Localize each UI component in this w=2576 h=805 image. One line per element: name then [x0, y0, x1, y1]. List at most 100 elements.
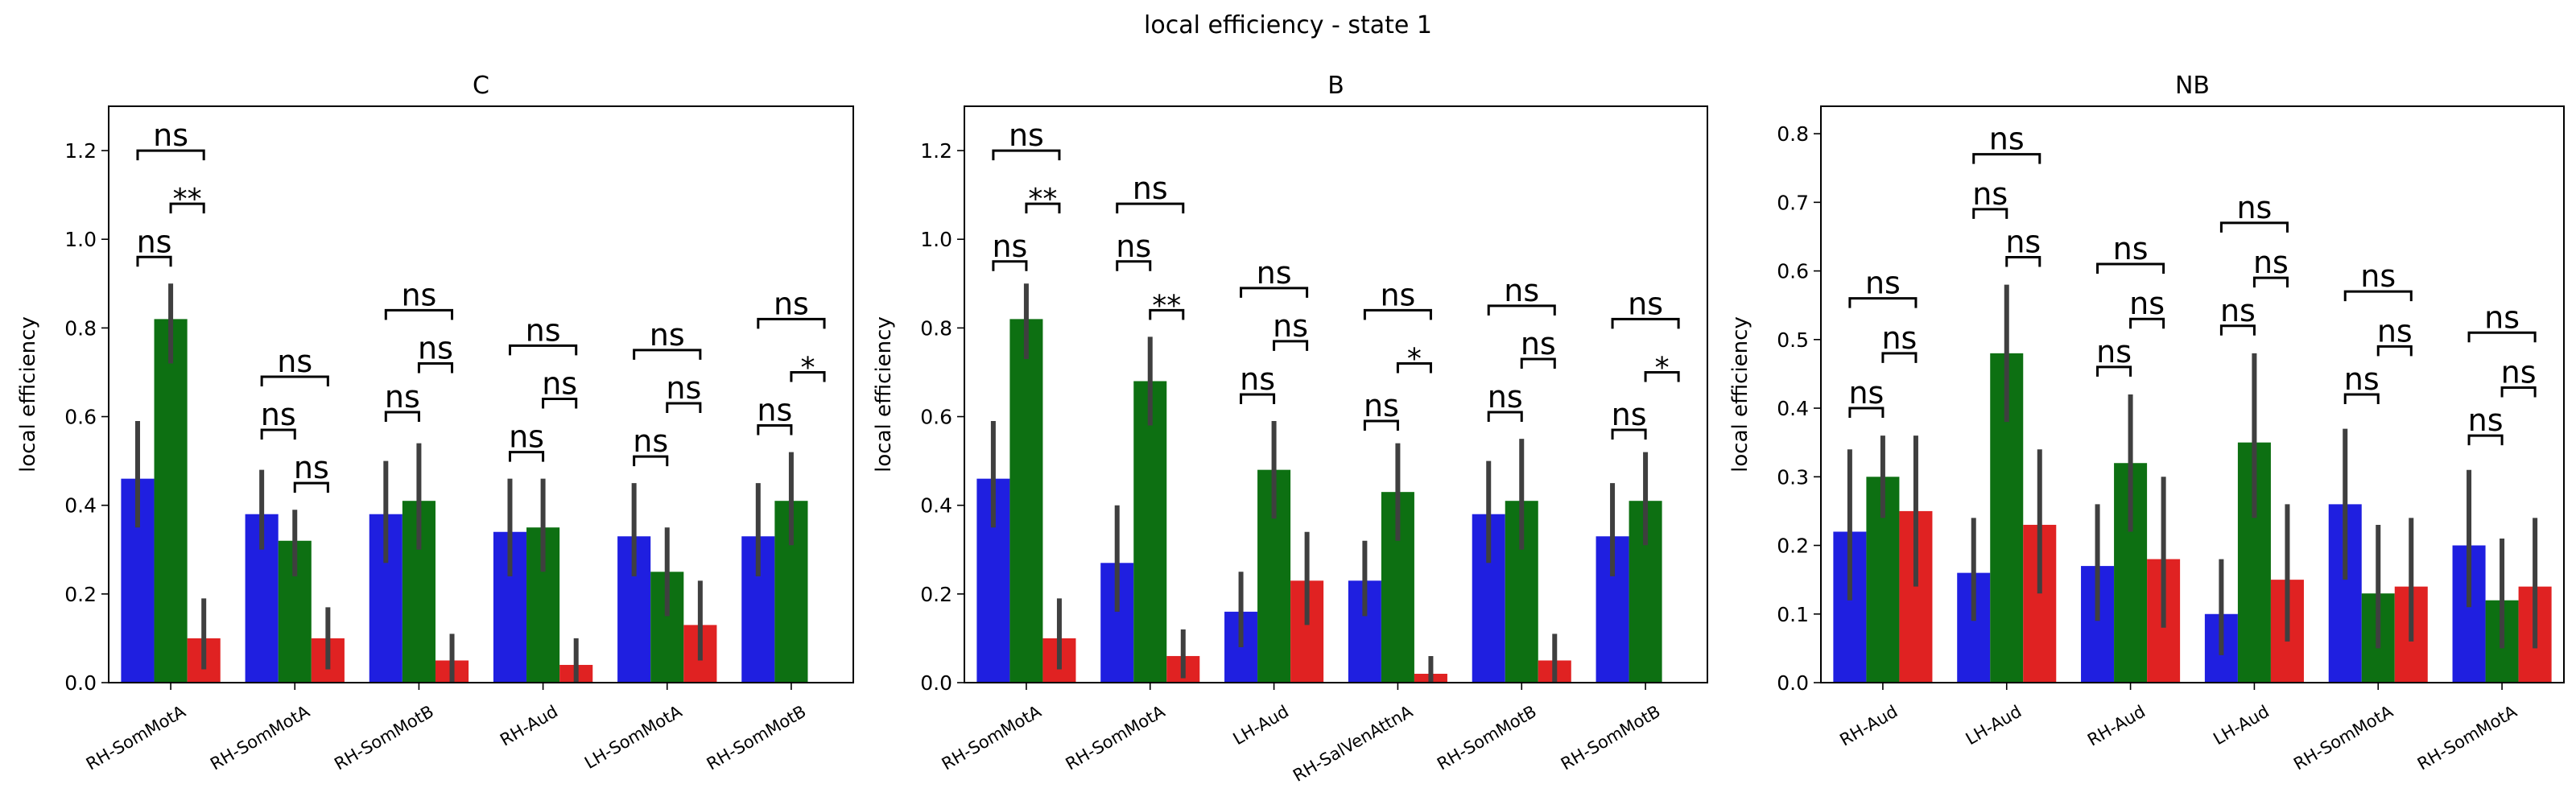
x-tick-label: RH-Aud: [2084, 702, 2149, 750]
y-tick-label: 0.8: [1777, 122, 1809, 146]
significance-bracket: [757, 424, 793, 436]
significance-bracket: [260, 428, 296, 440]
significance-label: ns: [1865, 266, 1901, 301]
significance-bracket: [1116, 260, 1152, 271]
significance-label: *: [800, 351, 815, 384]
bar: [154, 319, 188, 683]
significance-label: **: [173, 183, 202, 216]
significance-label: ns: [401, 277, 436, 312]
significance-label: ns: [1881, 320, 1917, 356]
significance-bracket: [790, 370, 826, 382]
significance-label: ns: [2344, 361, 2380, 397]
significance-label: ns: [418, 330, 453, 365]
significance-label: ns: [650, 317, 685, 353]
significance-bracket: [508, 451, 545, 462]
bar: [1133, 381, 1167, 683]
x-tick-label: RH-SomMotA: [2414, 701, 2520, 774]
significance-bracket: [1149, 308, 1185, 320]
y-axis-label: local efficiency: [1728, 316, 1752, 473]
significance-label: ns: [1133, 171, 1168, 206]
y-tick-label: 0.6: [1777, 260, 1809, 283]
y-tick-label: 0.0: [920, 671, 952, 695]
chart-panel-3: NB local efficiency 0.0 0.1 0.2 0.3 0.4 0.5 0.6 0…: [1728, 72, 2565, 774]
significance-bracket: [1363, 419, 1399, 431]
significance-label: ns: [1364, 388, 1399, 423]
significance-bracket: [417, 361, 454, 374]
y-tick-label: 0.2: [920, 583, 952, 606]
significance-bracket: [1972, 153, 2041, 164]
y-axis-label: local efficiency: [16, 316, 40, 473]
plot-frame: [1820, 105, 2565, 683]
y-axis-label: local efficiency: [872, 316, 896, 473]
significance-label: ns: [526, 312, 561, 348]
significance-label: ns: [1273, 308, 1308, 344]
significance-label: ns: [1116, 229, 1151, 264]
significance-label: ns: [2377, 313, 2413, 349]
significance-bracket: [1487, 304, 1556, 316]
x-tick-label: RH-SomMotA: [83, 701, 189, 774]
x-tick-label: LH-SomMotA: [581, 701, 686, 773]
y-tick-label: 0.8: [920, 316, 952, 340]
significance-label: ns: [757, 393, 792, 428]
significance-label: ns: [277, 344, 312, 379]
significance-bracket: [757, 317, 826, 329]
significance-label: ns: [2005, 225, 2041, 260]
significance-bracket: [1025, 202, 1061, 214]
significance-label: ns: [1504, 273, 1539, 308]
y-tick-label: 1.2: [64, 139, 97, 163]
y-tick-label: 0.5: [1777, 328, 1809, 352]
significance-label: *: [1407, 342, 1422, 375]
significance-label: ns: [2468, 402, 2504, 438]
x-tick-label: RH-SomMotA: [2290, 701, 2396, 774]
significance-bracket: [1240, 287, 1309, 298]
significance-label: ns: [1628, 286, 1663, 321]
y-tick-label: 0.6: [64, 406, 97, 429]
significance-bracket: [1644, 370, 1680, 382]
y-tick-label: 1.0: [920, 228, 952, 251]
significance-label: ns: [2484, 299, 2520, 335]
x-tick-label: RH-SomMotA: [207, 701, 313, 774]
significance-bracket: [2096, 262, 2165, 275]
significance-bracket: [633, 455, 669, 467]
significance-label: ns: [2096, 334, 2132, 369]
significance-bracket: [1611, 317, 1680, 329]
significance-label: ns: [1612, 397, 1647, 432]
significance-label: **: [1028, 183, 1057, 216]
x-tick-label: RH-SomMotA: [939, 701, 1045, 774]
y-tick-label: 0.2: [64, 583, 97, 606]
significance-bracket: [1396, 361, 1432, 374]
significance-label: **: [1152, 289, 1181, 322]
y-tick-label: 0.2: [1777, 535, 1809, 558]
significance-bracket: [2219, 221, 2289, 233]
page-title: local efficiency - state 1: [1144, 11, 1432, 39]
significance-label: ns: [2129, 286, 2165, 321]
significance-bracket: [2343, 290, 2413, 302]
significance-bracket: [384, 411, 420, 423]
significance-bracket: [2343, 393, 2380, 404]
significance-bracket: [2376, 345, 2413, 357]
significance-bracket: [2467, 331, 2537, 343]
significance-bracket: [2500, 386, 2537, 398]
panel-title: NB: [2175, 72, 2210, 100]
significance-bracket: [1116, 202, 1185, 214]
x-tick-label: RH-Aud: [497, 702, 561, 750]
x-tick-label: RH-SomMotB: [331, 702, 437, 774]
significance-label: ns: [261, 397, 296, 432]
significance-bracket: [1972, 208, 2008, 219]
significance-label: ns: [1380, 277, 1415, 312]
significance-label: *: [1655, 351, 1670, 384]
significance-bracket: [384, 308, 454, 320]
significance-label: ns: [509, 419, 544, 455]
significance-label: ns: [666, 370, 701, 406]
significance-label: ns: [2236, 190, 2272, 225]
significance-bracket: [2096, 365, 2132, 377]
significance-label: ns: [1521, 326, 1556, 361]
significance-label: ns: [2360, 258, 2396, 294]
bar: [1009, 319, 1043, 683]
significance-bracket: [136, 255, 172, 267]
significance-bracket: [260, 375, 329, 386]
significance-label: ns: [294, 450, 329, 485]
